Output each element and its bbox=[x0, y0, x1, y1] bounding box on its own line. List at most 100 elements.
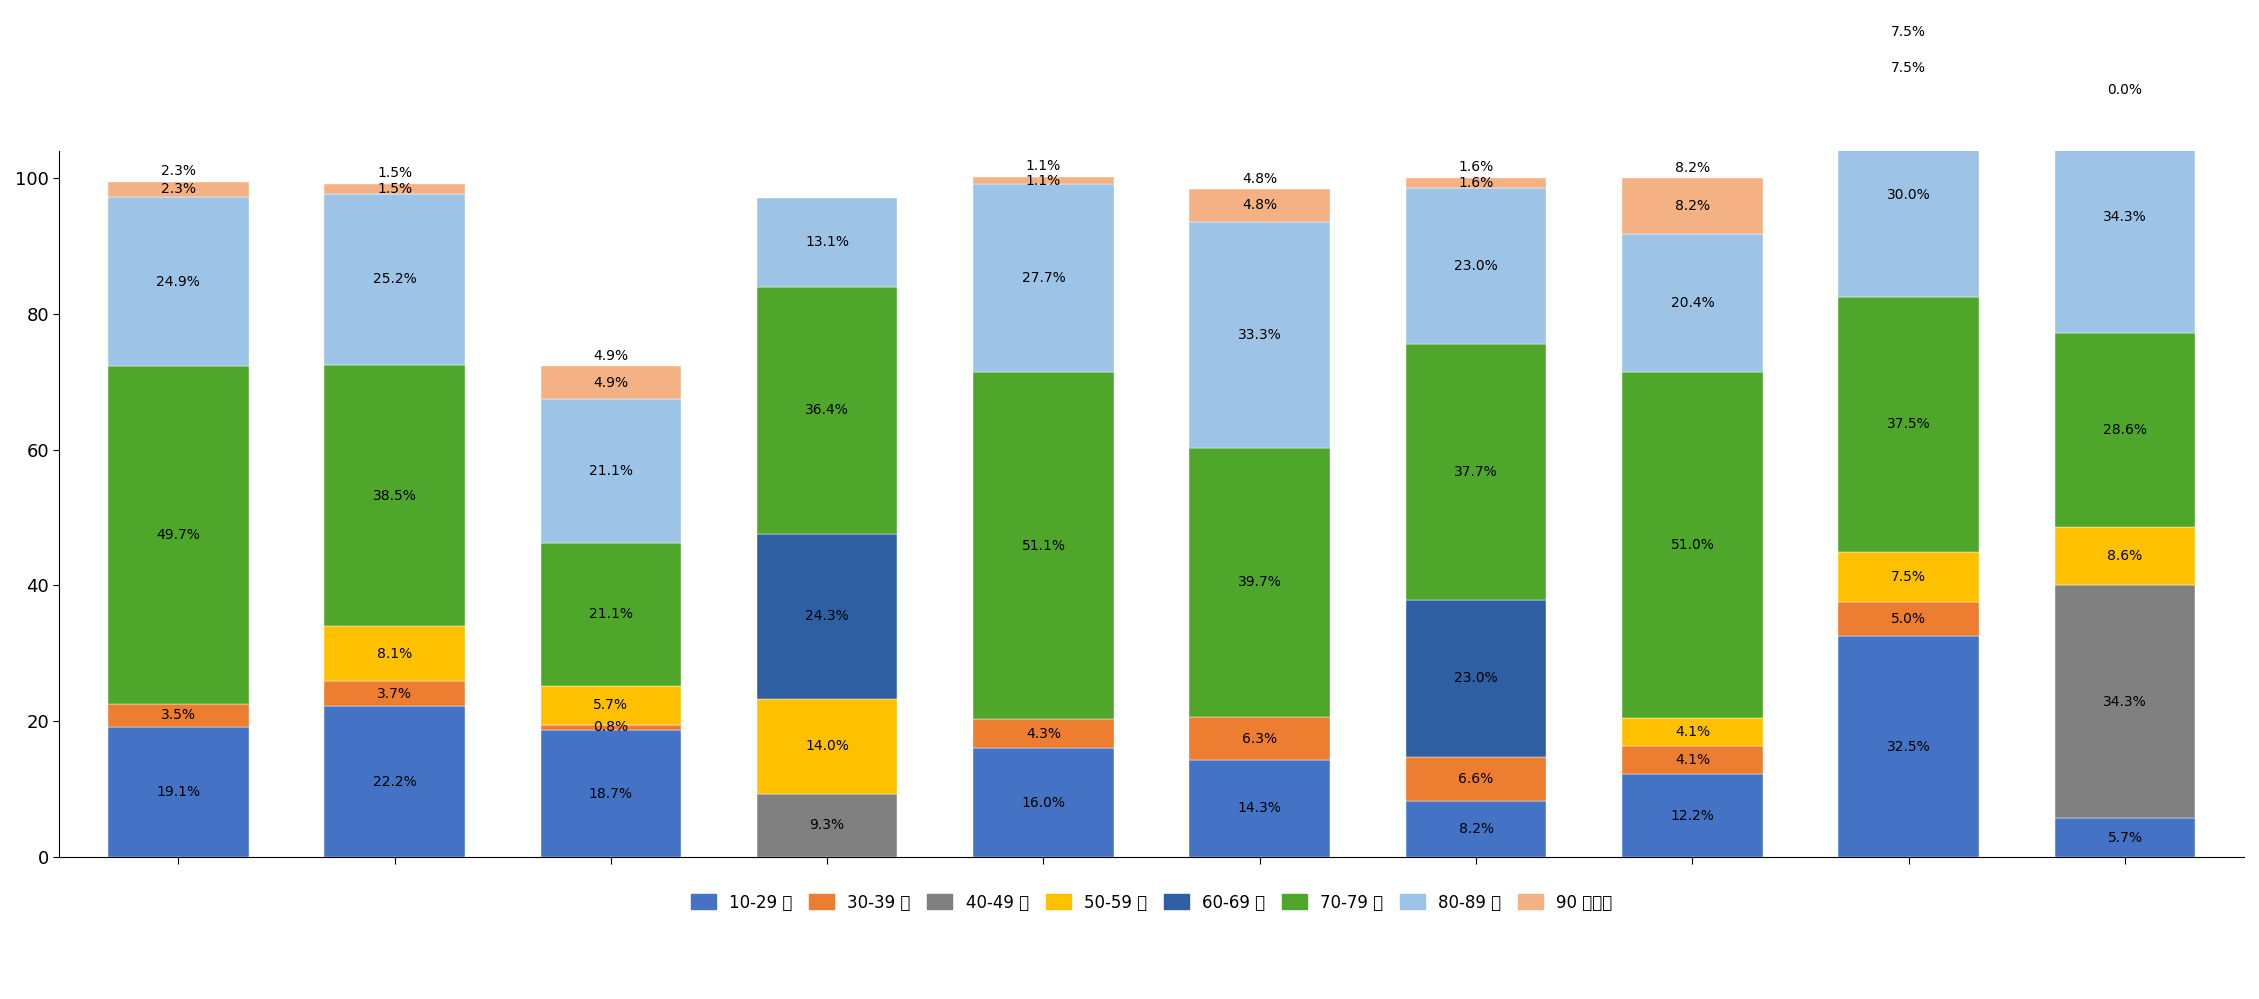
Text: 18.7%: 18.7% bbox=[590, 786, 633, 800]
Bar bbox=[974, 177, 1114, 184]
Bar bbox=[1405, 600, 1547, 756]
Text: 3.7%: 3.7% bbox=[377, 686, 411, 700]
Bar bbox=[325, 184, 465, 194]
Bar bbox=[1190, 717, 1331, 760]
Text: 8.2%: 8.2% bbox=[1674, 161, 1710, 175]
Text: 33.3%: 33.3% bbox=[1238, 328, 1281, 342]
Text: 1.1%: 1.1% bbox=[1026, 160, 1062, 174]
Bar bbox=[108, 197, 248, 367]
Text: 21.1%: 21.1% bbox=[590, 607, 633, 621]
Bar bbox=[540, 542, 682, 686]
Bar bbox=[108, 703, 248, 727]
Text: 28.6%: 28.6% bbox=[2103, 423, 2146, 437]
Text: 1.1%: 1.1% bbox=[1026, 174, 1062, 188]
Text: 25.2%: 25.2% bbox=[373, 273, 416, 287]
Bar bbox=[540, 730, 682, 857]
Text: 8.1%: 8.1% bbox=[377, 646, 411, 660]
Text: 21.1%: 21.1% bbox=[590, 465, 633, 479]
Text: 39.7%: 39.7% bbox=[1238, 575, 1281, 589]
Text: 6.3%: 6.3% bbox=[1242, 731, 1276, 745]
Bar bbox=[1622, 746, 1762, 774]
Text: 32.5%: 32.5% bbox=[1886, 739, 1931, 753]
Bar bbox=[2056, 527, 2196, 585]
Text: 8.2%: 8.2% bbox=[1459, 822, 1493, 836]
Text: 34.3%: 34.3% bbox=[2103, 210, 2146, 224]
Bar bbox=[325, 681, 465, 706]
Text: 30.0%: 30.0% bbox=[1886, 188, 1931, 202]
Text: 24.3%: 24.3% bbox=[804, 609, 849, 623]
Text: 23.0%: 23.0% bbox=[1455, 260, 1498, 274]
Text: 2.3%: 2.3% bbox=[160, 164, 197, 178]
Bar bbox=[108, 727, 248, 857]
Text: 4.9%: 4.9% bbox=[594, 376, 628, 390]
Bar bbox=[1622, 718, 1762, 746]
Bar bbox=[757, 794, 897, 857]
Bar bbox=[757, 198, 897, 287]
Text: 12.2%: 12.2% bbox=[1669, 808, 1715, 822]
Bar bbox=[1190, 448, 1331, 717]
Bar bbox=[974, 184, 1114, 373]
Bar bbox=[540, 686, 682, 724]
Text: 13.1%: 13.1% bbox=[804, 236, 849, 250]
Bar bbox=[1839, 551, 1979, 602]
Text: 49.7%: 49.7% bbox=[156, 527, 201, 541]
Bar bbox=[974, 719, 1114, 748]
Bar bbox=[325, 626, 465, 681]
Text: 5.7%: 5.7% bbox=[2108, 830, 2142, 844]
Text: 51.1%: 51.1% bbox=[1021, 538, 1066, 552]
Text: 8.2%: 8.2% bbox=[1674, 199, 1710, 213]
Text: 24.9%: 24.9% bbox=[156, 275, 201, 289]
Bar bbox=[1405, 178, 1547, 189]
Bar bbox=[1190, 189, 1331, 222]
Text: 4.3%: 4.3% bbox=[1026, 726, 1062, 741]
Bar bbox=[2056, 100, 2196, 333]
Text: 5.7%: 5.7% bbox=[594, 698, 628, 712]
Text: 2.3%: 2.3% bbox=[160, 183, 197, 197]
Bar bbox=[974, 748, 1114, 857]
Text: 1.6%: 1.6% bbox=[1459, 160, 1493, 174]
Text: 51.0%: 51.0% bbox=[1669, 538, 1715, 552]
Text: 7.5%: 7.5% bbox=[1891, 570, 1927, 584]
Bar bbox=[757, 287, 897, 533]
Text: 4.9%: 4.9% bbox=[594, 349, 628, 363]
Text: 14.0%: 14.0% bbox=[804, 739, 849, 753]
Bar bbox=[757, 699, 897, 794]
Text: 1.5%: 1.5% bbox=[377, 182, 411, 196]
Text: 16.0%: 16.0% bbox=[1021, 795, 1066, 809]
Bar bbox=[2056, 333, 2196, 527]
Text: 27.7%: 27.7% bbox=[1021, 272, 1066, 286]
Text: 19.1%: 19.1% bbox=[156, 785, 201, 799]
Bar bbox=[1622, 774, 1762, 857]
Bar bbox=[1405, 345, 1547, 600]
Text: 0.0%: 0.0% bbox=[2108, 83, 2142, 97]
Text: 4.1%: 4.1% bbox=[1674, 725, 1710, 739]
Bar bbox=[1405, 801, 1547, 857]
Bar bbox=[757, 533, 897, 699]
Bar bbox=[108, 182, 248, 197]
Bar bbox=[1839, 636, 1979, 857]
Text: 23.0%: 23.0% bbox=[1455, 671, 1498, 685]
Bar bbox=[540, 400, 682, 542]
Text: 8.6%: 8.6% bbox=[2108, 549, 2142, 563]
Text: 4.8%: 4.8% bbox=[1242, 172, 1276, 186]
Bar bbox=[1839, 602, 1979, 636]
Bar bbox=[2056, 818, 2196, 857]
Bar bbox=[325, 706, 465, 857]
Text: 37.5%: 37.5% bbox=[1886, 418, 1931, 432]
Text: 0.8%: 0.8% bbox=[594, 720, 628, 734]
Bar bbox=[1839, 93, 1979, 297]
Bar bbox=[1190, 760, 1331, 857]
Text: 22.2%: 22.2% bbox=[373, 774, 416, 788]
Bar bbox=[1190, 222, 1331, 448]
Legend: 10-29 歳, 30-39 歳, 40-49 歳, 50-59 歳, 60-69 歳, 70-79 歳, 80-89 歳, 90 歳以上: 10-29 歳, 30-39 歳, 40-49 歳, 50-59 歳, 60-6… bbox=[691, 893, 1613, 911]
Text: 1.6%: 1.6% bbox=[1459, 176, 1493, 190]
Text: 7.5%: 7.5% bbox=[1891, 25, 1927, 39]
Bar bbox=[1622, 373, 1762, 718]
Bar bbox=[540, 367, 682, 400]
Text: 36.4%: 36.4% bbox=[804, 404, 849, 418]
Bar bbox=[1405, 756, 1547, 801]
Text: 4.8%: 4.8% bbox=[1242, 199, 1276, 213]
Bar bbox=[325, 365, 465, 626]
Bar bbox=[1622, 234, 1762, 373]
Text: 37.7%: 37.7% bbox=[1455, 466, 1498, 480]
